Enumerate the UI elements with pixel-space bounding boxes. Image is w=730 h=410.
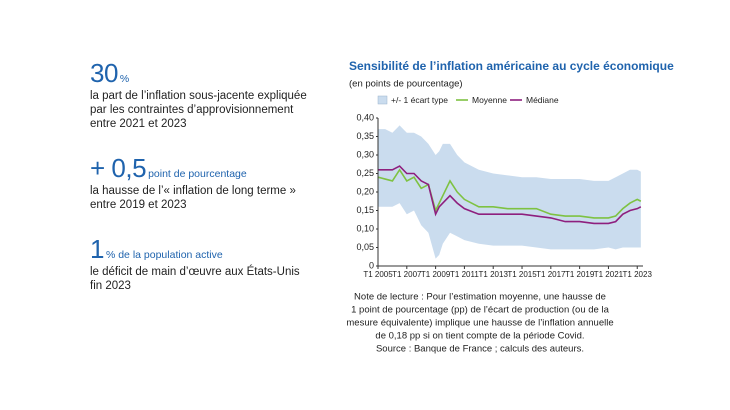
- key-figure-number: 1: [90, 234, 104, 264]
- key-figure-unit: %: [119, 73, 130, 85]
- legend-label: Moyenne: [472, 95, 507, 105]
- key-figure-head: 30%: [90, 58, 330, 89]
- x-tick-label: T1 2013: [479, 270, 509, 279]
- y-tick-label: 0,15: [356, 205, 374, 215]
- series-line: [378, 165, 642, 225]
- key-figure-unit: % de la population active: [105, 249, 223, 261]
- x-tick-label: T1 2007: [392, 270, 422, 279]
- chart-note: Source : Banque de France ; calculs des …: [376, 344, 584, 355]
- key-figure-number: 30: [90, 58, 118, 88]
- key-figure: + 0,5 point de pourcentage la hausse de l’…: [90, 153, 330, 212]
- x-tick-label: T1 2023: [623, 270, 653, 279]
- chart-note: de 0,18 pp si on tient compte de la péri…: [375, 331, 584, 342]
- y-tick-label: 0,30: [356, 149, 374, 159]
- key-figure-head: + 0,5 point de pourcentage: [90, 153, 330, 184]
- key-figure-text: entre 2019 et 2023: [90, 199, 187, 211]
- y-tick-label: 0,20: [356, 186, 374, 196]
- key-figure-head: 1% de la population active: [90, 234, 330, 265]
- key-figure-unit: point de pourcentage: [148, 168, 247, 180]
- key-figure-text: la hausse de l’« inflation de long terme…: [90, 185, 296, 197]
- key-figure: 30% la part de l’inflation sous-jacente e…: [90, 58, 330, 131]
- legend-label: +/- 1 écart type: [391, 95, 448, 105]
- key-figure-text: entre 2021 et 2023: [90, 118, 187, 130]
- chart-subtitle: (en points de pourcentage): [349, 79, 463, 90]
- y-tick-label: 0,25: [356, 168, 374, 178]
- chart-note: 1 point de pourcentage (pp) de l’écart d…: [351, 305, 609, 316]
- legend-swatch: [377, 95, 388, 105]
- y-tick-label: 0,35: [356, 131, 374, 141]
- key-figure: 1% de la population active le déficit de …: [90, 234, 330, 293]
- key-figure-text: le déficit de main d’œuvre aux États-Uni…: [90, 266, 300, 278]
- x-tick-label: T1 2015: [507, 270, 537, 279]
- x-tick-label: T1 2005: [363, 270, 393, 279]
- y-tick-label: 0,10: [356, 223, 374, 233]
- x-tick-label: T1 2011: [450, 270, 479, 279]
- key-figure-text: fin 2023: [90, 280, 131, 292]
- legend-label: Médiane: [526, 95, 559, 105]
- y-tick-label: 0: [369, 260, 374, 270]
- band-area: [378, 125, 641, 259]
- key-figure-text: la part de l’inflation sous-jacente expl…: [90, 90, 307, 102]
- key-figures: 30% la part de l’inflation sous-jacente e…: [90, 58, 330, 315]
- chart-note: mesure équivalente) implique une hausse …: [346, 318, 613, 329]
- key-figure-number: + 0,5: [90, 153, 147, 183]
- y-tick-label: 0,05: [356, 242, 374, 252]
- chart-title: Sensibilité de l’inflation américaine au…: [349, 59, 674, 73]
- y-tick-label: 0,40: [356, 112, 374, 122]
- series-line: [377, 168, 642, 219]
- x-tick-label: T1 2019: [565, 270, 595, 279]
- x-tick-label: T1 2009: [421, 270, 451, 279]
- key-figure-text: par les contraintes d’approvisionnement: [90, 104, 294, 116]
- x-tick-label: T1 2017: [536, 270, 566, 279]
- x-tick-label: T1 2021: [594, 270, 624, 279]
- chart-note: Note de lecture : Pour l’estimation moye…: [354, 292, 606, 303]
